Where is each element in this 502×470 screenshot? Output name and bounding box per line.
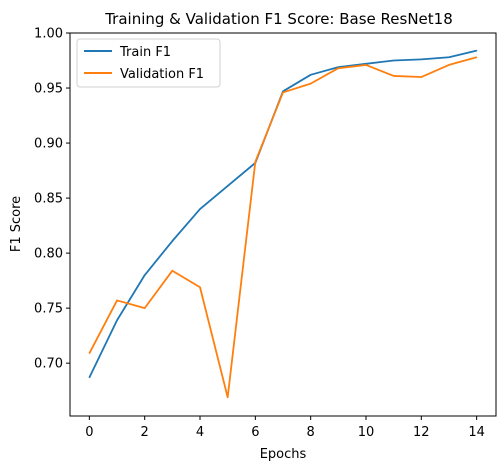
data-point-train-f1 [448,57,449,58]
data-point-validation-f1 [365,64,366,65]
y-tick-label: 0.80 [34,247,63,262]
x-axis-label: Epochs [260,447,307,462]
x-tick-label: 2 [141,425,149,440]
legend: Train F1 Validation F1 [77,39,220,87]
x-tick-label: 8 [307,425,315,440]
legend-label-train-f1: Train F1 [119,45,171,60]
data-point-train-f1 [116,320,117,321]
legend-label-validation-f1: Validation F1 [120,67,204,82]
data-point-train-f1 [476,50,477,51]
x-tick-label: 4 [196,425,204,440]
data-point-validation-f1 [393,75,394,76]
chart-title: Training & Validation F1 Score: Base Res… [104,10,453,28]
y-tick-label: 0.85 [34,192,63,207]
x-tick-label: 14 [468,425,485,440]
series-layer [89,50,477,398]
data-point-validation-f1 [448,64,449,65]
data-point-train-f1 [421,59,422,60]
data-point-validation-f1 [310,83,311,84]
data-point-validation-f1 [172,270,173,271]
data-point-validation-f1 [255,161,256,162]
y-axis-label: F1 Score [9,196,24,252]
data-point-train-f1 [393,60,394,61]
x-tick-label: 0 [85,425,93,440]
y-tick-label: 1.00 [34,27,63,42]
data-point-validation-f1 [282,92,283,93]
data-point-train-f1 [199,208,200,209]
x-tick-label: 10 [358,425,375,440]
y-tick-label: 0.75 [34,302,63,317]
data-point-validation-f1 [199,287,200,288]
data-point-train-f1 [227,185,228,186]
data-point-train-f1 [144,275,145,276]
series-line-validation-f1 [89,57,476,397]
y-tick-label: 0.70 [34,357,63,372]
series-line-train-f1 [89,51,476,378]
y-tick-label: 0.95 [34,82,63,97]
x-tick-label: 6 [251,425,259,440]
x-axis-ticks: 0 2 4 6 8 10 12 14 [85,416,485,440]
data-point-validation-f1 [338,68,339,69]
data-point-validation-f1 [227,397,228,398]
y-tick-label: 0.90 [34,137,63,152]
data-point-validation-f1 [476,57,477,58]
data-point-train-f1 [310,74,311,75]
data-point-train-f1 [172,240,173,241]
data-point-validation-f1 [421,76,422,77]
y-axis-ticks: 0.70 0.75 0.80 0.85 0.90 0.95 1.00 [34,27,70,372]
data-point-validation-f1 [89,353,90,354]
data-point-validation-f1 [144,308,145,309]
x-tick-label: 12 [413,425,430,440]
plot-area [70,33,496,416]
data-point-validation-f1 [116,300,117,301]
data-point-train-f1 [89,377,90,378]
